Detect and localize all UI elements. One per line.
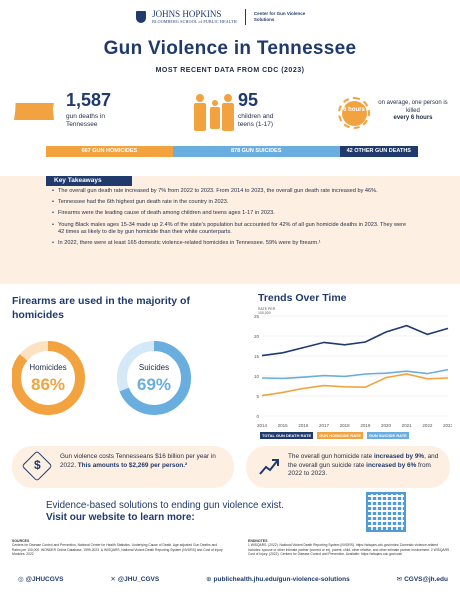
header: JOHNS HOPKINS BLOOMBERG SCHOOL of PUBLIC… [0,6,460,28]
takeaway-item: The overall gun death rate increased by … [52,188,412,195]
y-tick-label: 0 [256,414,259,419]
y-tick-label: 5 [256,394,259,399]
website-link[interactable]: ⊕ publichealth.jhu.edu/gun-violence-solut… [206,576,350,583]
homicides-donut-value: 86% [31,375,65,394]
dollar-icon: $ [21,450,53,482]
y-tick-label: 10 [254,374,260,379]
x-tick-label: 2022 [422,423,433,428]
takeaway-item: Firearms were the leading cause of death… [52,210,412,217]
y-tick-label: 15 [254,354,260,359]
homicides-donut-label: Homicides [29,363,66,372]
sources: SOURCES Centers for Disease Control and … [12,539,223,556]
breakdown-segment: 667 GUN HOMICIDES [46,146,173,157]
globe-icon: ⊕ [206,576,212,583]
tennessee-map-icon [14,103,54,120]
legend-entry: GUN HOMICIDE RATE [317,432,363,439]
x-icon: ✕ [110,576,116,583]
y-tick-label: 20 [254,334,260,339]
takeaway-item: Young Black males ages 15-34 made up 2.4… [52,222,412,236]
key-takeaways-list: The overall gun death rate increased by … [52,188,412,251]
center-name: Center for Gun Violence Solutions [253,11,306,22]
clock-text: on average, one person is killed every 6… [378,100,448,121]
suicides-donut-value: 69% [137,375,171,394]
series-line [261,368,449,380]
chart-legend: TOTAL GUN DEATH RATE GUN HOMICIDE RATE GUN… [260,432,450,439]
stats-row: 1,587 gun deaths in Tennessee 95 childre… [0,86,460,142]
breakdown-segment: 878 GUN SUICIDES [172,146,340,157]
jhu-shield-icon [136,11,147,23]
clock-value: 6 hours [341,100,367,126]
series-line [261,324,449,357]
endnotes: ENDNOTES 1 WISQARS. (2022). National Vio… [248,539,450,556]
homicides-donut-arc [11,341,85,415]
x-tick-label: 2021 [402,423,413,428]
cost-callout: $ Gun violence costs Tennesseans $16 bil… [12,446,234,488]
legend-entry: GUN SUICIDE RATE [366,432,409,439]
death-breakdown-bar: 667 GUN HOMICIDES 878 GUN SUICIDES 42 OTHE… [46,146,418,157]
donut-charts: Homicides 86% Suicides 69% [11,336,222,420]
clock-icon: 6 hours [338,97,370,129]
x-tick-label: 2018 [340,423,351,428]
header-divider [244,9,246,25]
x-tick-label: 2023 [443,423,452,428]
series-line [261,373,449,397]
rate-increase-callout: The overall gun homicide rate increased … [246,446,450,488]
page-title: Gun Violence in Tennessee [103,38,357,59]
y-tick-label: 25 [254,314,260,319]
legend-entry: TOTAL GUN DEATH RATE [260,432,314,439]
youth-value: 95 [238,90,259,110]
x-tick-label: 2017 [319,423,330,428]
takeaway-item: In 2022, there were at least 165 domesti… [52,240,412,247]
trending-up-icon [259,459,279,475]
rate-increase-text: The overall gun homicide rate increased … [288,453,439,477]
cost-text: Gun violence costs Tennesseans $16 billi… [60,453,216,469]
mail-icon: ✉ [396,576,403,583]
x-tick-label: 2019 [360,423,371,428]
x-link[interactable]: ✕ @JHU_CGVS [110,576,160,583]
deaths-value: 1,587 [66,90,112,110]
key-takeaways-heading: Key Takeaways [46,176,132,186]
cta-link-text[interactable]: Visit our website to learn more: [46,512,195,523]
suicides-donut-label: Suicides [139,363,169,372]
x-tick-label: 2015 [278,423,289,428]
deaths-label: gun deaths in Tennessee [66,113,106,128]
youth-label: children and teens (1-17) [238,113,274,128]
takeaway-item: Tennessee had the 6th highest gun death … [52,199,412,206]
page-subtitle: MOST RECENT DATA FROM CDC (2023) [155,67,305,74]
footer: ◎ @JHUCGVS ✕ @JHU_CGVS ⊕ publichealth.jhu.e… [18,575,448,583]
firearms-heading: Firearms are used in the majority of hom… [12,295,190,321]
cta-text: Evidence-based solutions to ending gun v… [46,500,346,524]
jhu-logo: JOHNS HOPKINS BLOOMBERG SCHOOL of PUBLIC… [152,9,237,25]
trends-heading: Trends Over Time [258,292,347,304]
rate-label: RATE PER 100,000 [258,307,276,315]
instagram-icon: ◎ [18,576,24,583]
suicides-donut-arc [117,341,191,415]
trend-line-chart: 0 5 10 15 20 25 2014 2015 2016 2017 2018 2019 2020 20… [254,314,452,428]
x-tick-label: 2020 [381,423,392,428]
qr-code[interactable] [366,492,406,532]
x-tick-label: 2014 [257,423,268,428]
x-tick-label: 2016 [298,423,309,428]
email-link[interactable]: ✉ CGVS@jh.edu [396,576,448,583]
instagram-link[interactable]: ◎ @JHUCGVS [18,576,64,583]
breakdown-segment: 42 OTHER GUN DEATHS [339,146,418,157]
